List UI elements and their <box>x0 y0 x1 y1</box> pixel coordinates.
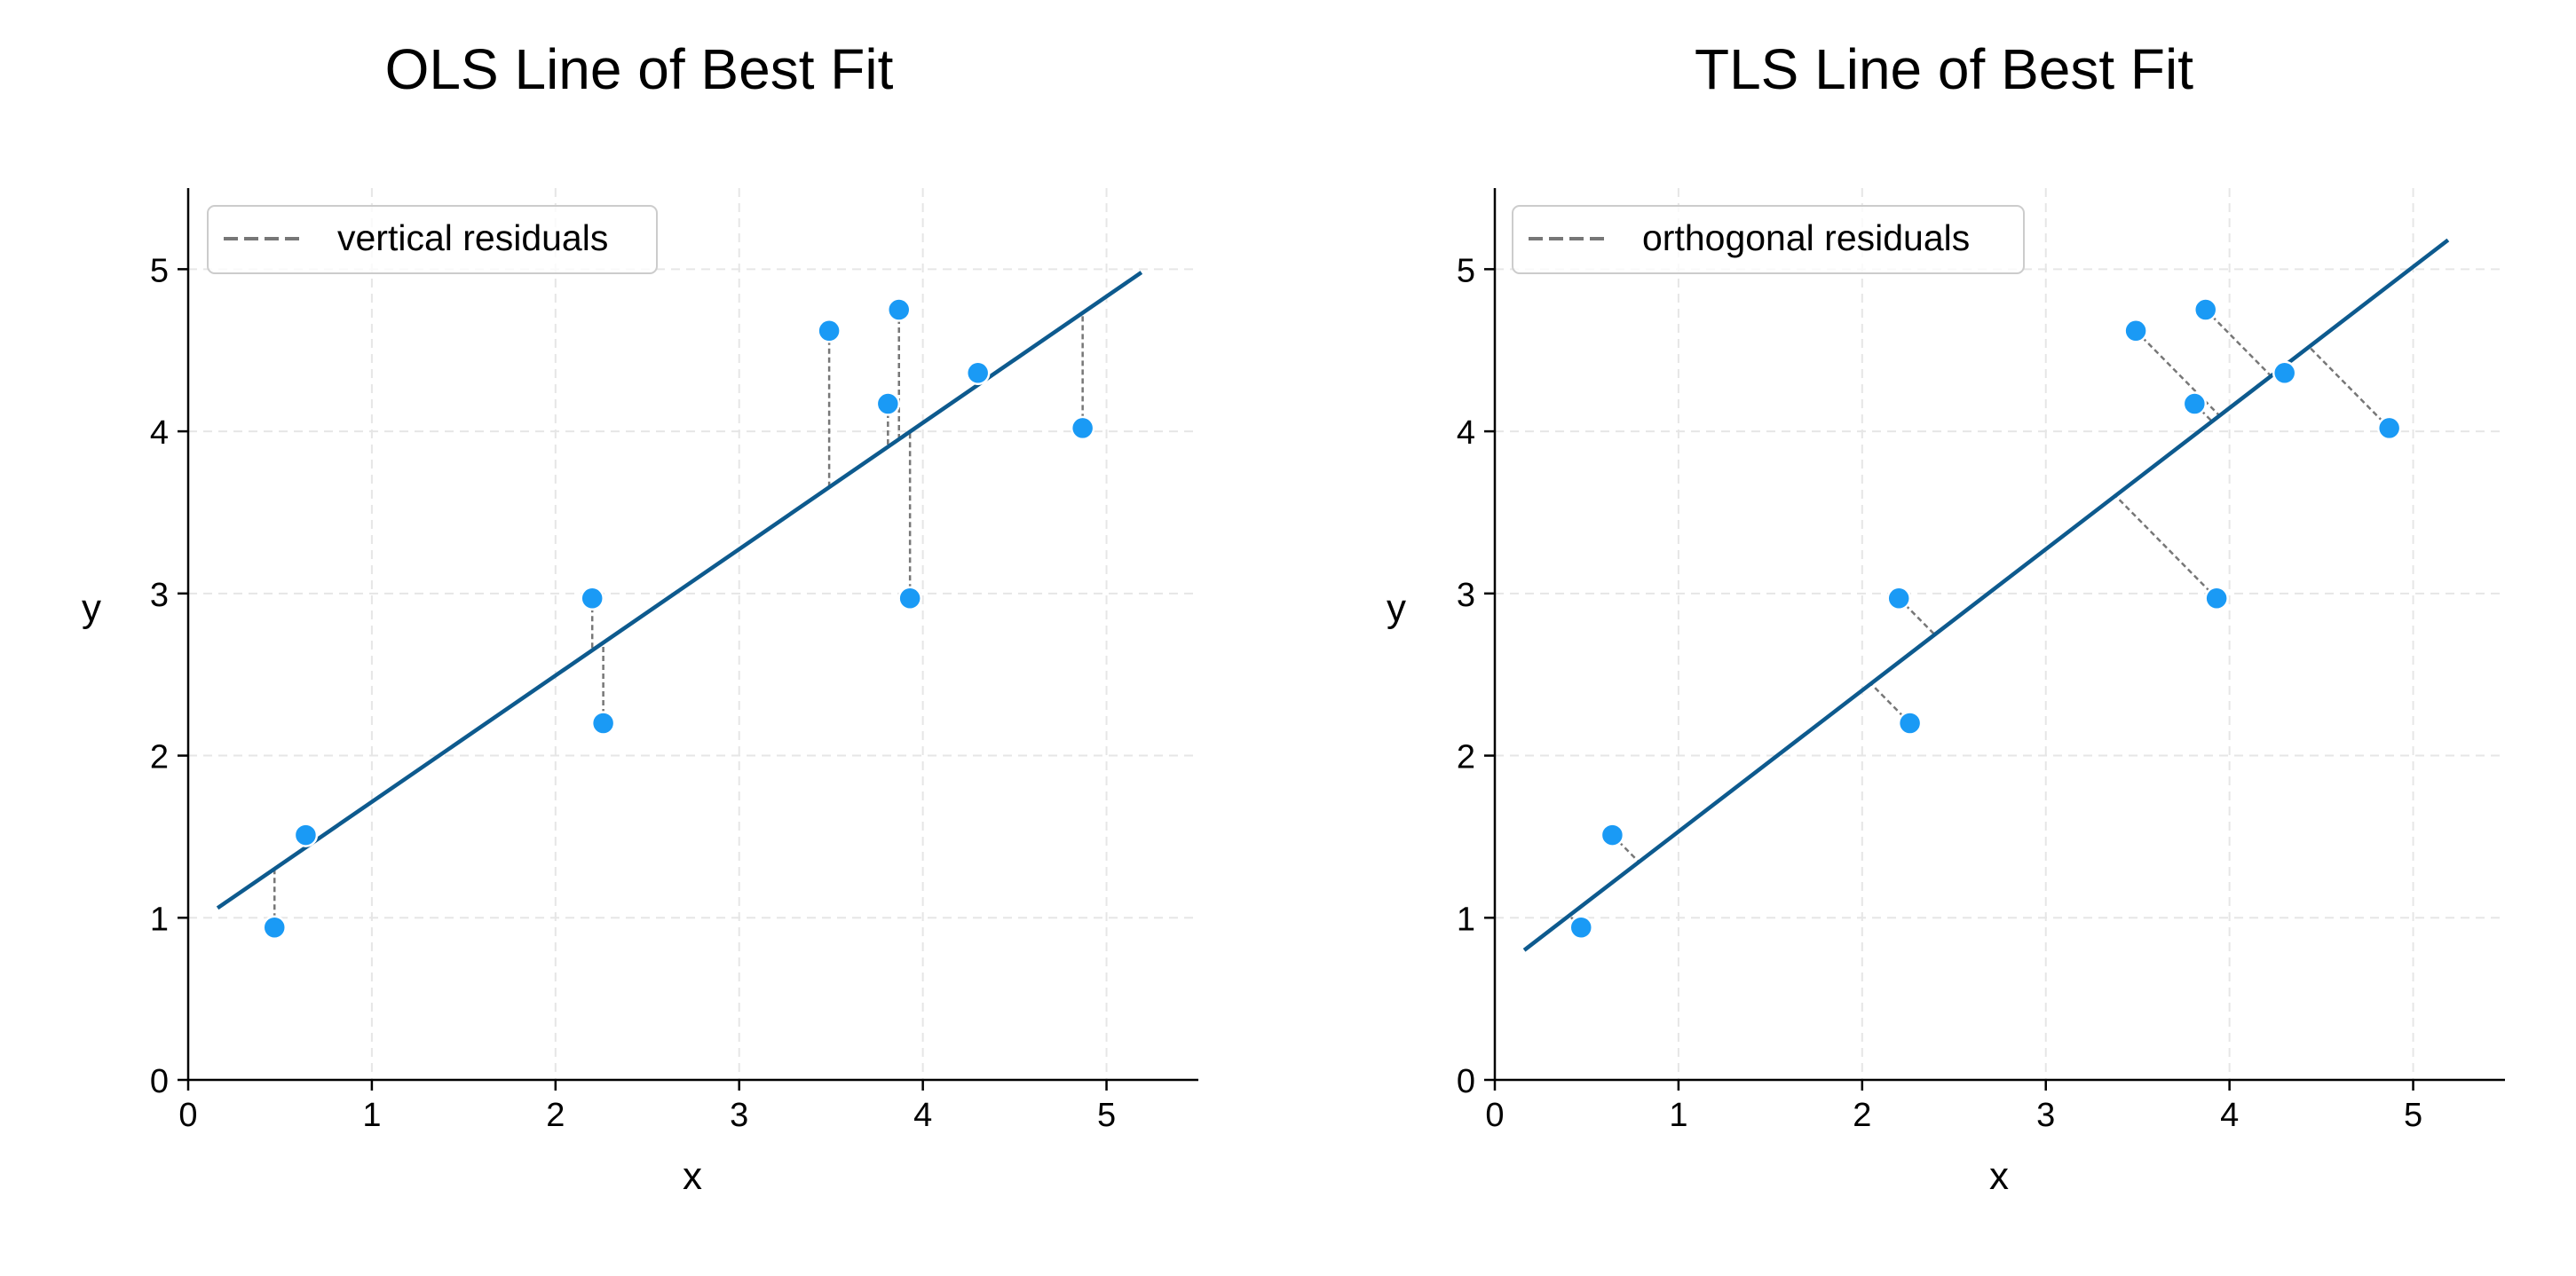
ols-y-tick-label: 2 <box>150 739 169 776</box>
tls-fit <box>1522 238 2450 952</box>
tls-points <box>1569 297 2402 940</box>
ols-fit <box>216 271 1143 910</box>
ols-y-tick-label: 1 <box>150 901 169 938</box>
ols-data-point <box>886 297 912 322</box>
tls-ticks: 0 1 2 3 4 5 0 1 2 3 4 5 <box>1457 252 2422 1134</box>
tls-y-tick-label: 3 <box>1457 577 1475 614</box>
tls-residual <box>2135 329 2221 417</box>
tls-legend-label: orthogonal residuals <box>1642 217 1970 258</box>
ols-points <box>262 297 1095 940</box>
tls-data-point <box>2193 297 2218 322</box>
ols-y-tick-label: 4 <box>150 414 169 452</box>
tls-y-tick-label: 2 <box>1457 739 1475 776</box>
ols-ticks: 0 1 2 3 4 5 0 1 2 3 4 5 <box>150 252 1116 1134</box>
tls-residuals <box>1569 309 2390 929</box>
ols-y-tick-label: 5 <box>150 252 169 289</box>
tls-data-point <box>2272 360 2297 386</box>
tls-residual <box>2308 345 2390 429</box>
tls-data-point <box>2123 319 2148 343</box>
ols-title: OLS Line of Best Fit <box>385 37 894 101</box>
tls-y-tick-label: 1 <box>1457 901 1475 938</box>
ols-data-point <box>590 711 616 736</box>
tls-x-tick-label: 4 <box>2220 1097 2239 1134</box>
ols-data-point <box>875 391 901 416</box>
tls-y-tick-label: 5 <box>1457 252 1475 289</box>
ols-data-point <box>1070 415 1095 441</box>
ols-data-point <box>817 319 842 343</box>
ols-grid <box>188 188 1198 1080</box>
tls-x-tick-label: 1 <box>1669 1097 1687 1134</box>
tls-data-point <box>2182 391 2208 416</box>
tls-ylabel: y <box>1387 587 1406 630</box>
ols-legend: vertical residuals <box>207 205 658 274</box>
ols-data-point <box>580 586 604 611</box>
ols-y-tick-label: 0 <box>150 1063 169 1100</box>
tls-data-point <box>2204 586 2229 611</box>
ols-x-tick-label: 4 <box>913 1097 932 1134</box>
tls-data-point <box>1569 915 1593 940</box>
ols-legend-box <box>207 205 658 274</box>
tls-x-tick-label: 3 <box>2036 1097 2055 1134</box>
tls-x-tick-label: 5 <box>2404 1097 2422 1134</box>
ols-data-point <box>897 586 922 611</box>
tls-data-point <box>1897 711 1923 736</box>
tls-x-tick-label: 2 <box>1853 1097 1871 1134</box>
tls-data-point <box>2376 415 2402 441</box>
ols-axes <box>186 188 1198 1082</box>
ols-ylabel: y <box>82 587 101 630</box>
ols-x-tick-label: 3 <box>730 1097 748 1134</box>
tls-panel: TLS Line of Best Fit 0 1 2 3 4 5 0 1 2 3 4 5 x y or… <box>1387 37 2505 1198</box>
ols-fit-line <box>216 271 1143 910</box>
tls-axes <box>1493 188 2505 1082</box>
tls-fit-line <box>1522 238 2450 952</box>
ols-x-tick-label: 5 <box>1097 1097 1116 1134</box>
ols-xlabel: x <box>683 1154 702 1198</box>
tls-residual <box>2114 494 2218 600</box>
ols-x-tick-label: 2 <box>546 1097 565 1134</box>
tls-legend-box <box>1512 205 2025 274</box>
tls-data-point <box>1886 586 1911 611</box>
tls-y-tick-label: 0 <box>1457 1063 1475 1100</box>
ols-legend-label: vertical residuals <box>337 217 608 258</box>
ols-residuals <box>273 310 1084 928</box>
tls-x-tick-label: 0 <box>1485 1097 1504 1134</box>
ols-y-tick-label: 3 <box>150 577 169 614</box>
tls-xlabel: x <box>1989 1154 2009 1198</box>
tls-data-point <box>1600 823 1625 847</box>
tls-y-tick-label: 4 <box>1457 414 1475 452</box>
ols-data-point <box>293 823 319 847</box>
tls-residual <box>2204 309 2272 377</box>
tls-title: TLS Line of Best Fit <box>1695 37 2193 101</box>
tls-grid <box>1495 188 2505 1080</box>
ols-data-point <box>262 915 287 940</box>
tls-legend: orthogonal residuals <box>1512 205 2025 274</box>
ols-x-tick-label: 1 <box>362 1097 381 1134</box>
ols-data-point <box>965 360 991 386</box>
ols-panel: OLS Line of Best Fit 0 1 2 3 4 5 0 1 2 3 4 5 x y ve… <box>82 37 1198 1198</box>
tls-residual <box>1611 834 1640 863</box>
ols-x-tick-label: 0 <box>178 1097 197 1134</box>
